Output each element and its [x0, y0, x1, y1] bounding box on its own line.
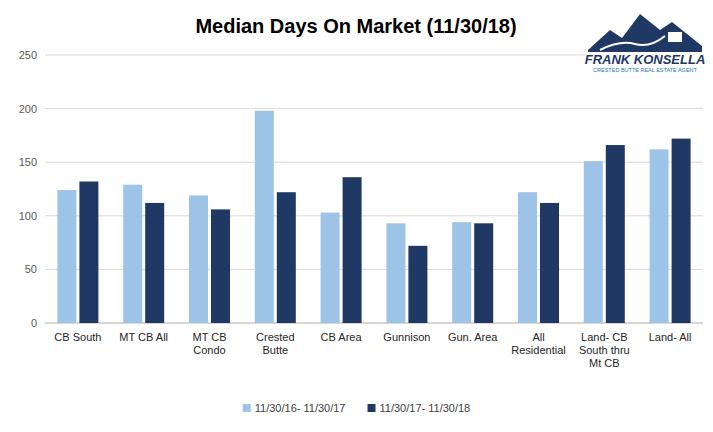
bar — [57, 190, 76, 323]
chart: 0 50 100 150 200 250 CB South MT CB All MT CBCon… — [0, 0, 713, 432]
grid-line — [45, 108, 703, 109]
bar — [672, 139, 691, 323]
bar — [277, 192, 296, 323]
bar — [584, 161, 603, 323]
x-tick-label: MT CB All — [119, 331, 168, 343]
bar — [79, 181, 98, 323]
y-tick-label: 100 — [19, 210, 37, 222]
grid-line — [45, 162, 703, 163]
bar — [452, 222, 471, 323]
bar — [474, 223, 493, 323]
legend: 11/30/16- 11/30/17 11/30/17- 11/30/18 — [243, 402, 470, 414]
y-tick-label: 50 — [25, 263, 37, 275]
y-tick-label: 250 — [19, 49, 37, 61]
bar — [606, 145, 625, 323]
x-tick-label: AllResidential — [511, 331, 565, 356]
bar — [408, 246, 427, 323]
bar — [189, 195, 208, 323]
bar — [255, 111, 274, 323]
x-axis-line — [45, 323, 703, 324]
legend-label: 11/30/16- 11/30/17 — [255, 402, 346, 414]
grid-line — [45, 269, 703, 270]
legend-swatch — [243, 404, 251, 412]
x-tick-label: Land- All — [649, 331, 692, 343]
bar — [386, 223, 405, 323]
bar — [343, 177, 362, 323]
y-tick-label: 0 — [31, 317, 37, 329]
bar — [321, 213, 340, 323]
x-tick-label: Land- CBSouth thruMt CB — [579, 331, 630, 369]
legend-swatch — [368, 404, 376, 412]
y-tick-label: 150 — [19, 156, 37, 168]
grid-line — [45, 215, 703, 216]
logo: FRANK KONSELLACRESTED BUTTE REAL ESTATE … — [585, 8, 706, 73]
title: Median Days On Market (11/30/18) — [195, 15, 516, 37]
bar — [145, 203, 164, 323]
x-tick-label: Gunnison — [383, 331, 430, 343]
x-tick-label: Gun. Area — [448, 331, 498, 343]
bar — [650, 149, 669, 323]
x-tick-label: CrestedButte — [256, 331, 295, 356]
logo-name: FRANK KONSELLA — [585, 52, 706, 67]
x-tick-label: MT CBCondo — [192, 331, 226, 356]
background — [0, 0, 713, 432]
bar — [540, 203, 559, 323]
x-tick-label: CB Area — [321, 331, 363, 343]
x-tick-label: CB South — [54, 331, 101, 343]
bars — [57, 111, 690, 323]
logo-tagline: CRESTED BUTTE REAL ESTATE AGENT — [593, 67, 697, 73]
grid-line — [45, 323, 703, 324]
bar — [123, 185, 142, 323]
bar — [211, 209, 230, 323]
legend-label: 11/30/17- 11/30/18 — [380, 402, 471, 414]
bar — [518, 192, 537, 323]
y-tick-label: 200 — [19, 103, 37, 115]
